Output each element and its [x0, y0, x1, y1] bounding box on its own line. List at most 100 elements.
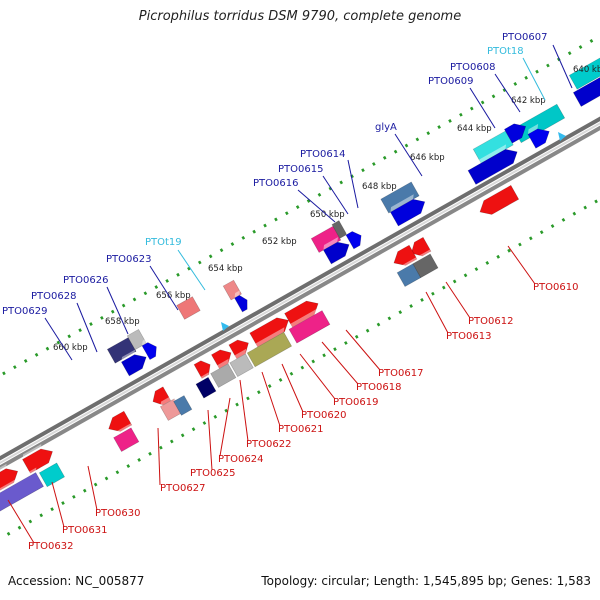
gene-upper-blue-5-body: [322, 241, 350, 265]
gene-upper-blue-7-body: [234, 294, 248, 313]
gene-lower-red-12-top: [22, 444, 42, 460]
leader-line: [347, 159, 359, 209]
gene-upper-magenta-1-body: [310, 225, 342, 253]
leader-line: [507, 245, 536, 285]
gene-lower-red-5-top: [249, 312, 278, 334]
kbp-tick-label: 660 kbp: [53, 343, 88, 353]
kbp-tick-label: 648 kbp: [362, 182, 397, 192]
gene-lower-red-8-top: [194, 355, 202, 365]
gene-label-lower: PTO0613: [446, 331, 491, 342]
gene-lower-magenta-1-body: [288, 310, 331, 344]
kbp-tick-label: 644 kbp: [457, 124, 492, 134]
gene-lower-cyan-1: [38, 457, 65, 488]
gene-lower-cyan-1-top: [39, 457, 58, 473]
leader-line: [177, 249, 206, 291]
gene-lower-red-8-body: [193, 360, 211, 379]
accession-label: Accession: NC_005877: [8, 574, 145, 588]
leader-line: [345, 329, 381, 371]
gene-upper-cyan-3: [568, 53, 600, 90]
gene-upper-steel-1-body: [380, 181, 420, 214]
kbp-tick-label: 640 kbp: [573, 65, 600, 75]
gene-label-lower: PTO0621: [278, 424, 323, 435]
gene-label-lower: PTO0630: [95, 508, 140, 519]
gene-upper-gray-2: [126, 324, 147, 351]
leader-line: [281, 363, 304, 413]
gene-lower-navy-1: [195, 372, 217, 399]
leader-line: [394, 133, 423, 177]
rna-marker: [558, 132, 566, 141]
gene-upper-gray-1: [331, 215, 348, 239]
gene-label-upper: PTO0607: [502, 32, 547, 43]
gene-label-upper: PTO0628: [31, 291, 76, 302]
gene-upper-blue-6: [345, 226, 362, 250]
gene-upper-pink-2: [176, 291, 201, 320]
gene-lower-purple-1: [0, 467, 44, 512]
gene-lower-red-9: [149, 381, 172, 406]
gene-lower-gray-2-top: [229, 348, 247, 363]
gene-lower-steel-1: [396, 258, 422, 287]
rna-marker: [221, 322, 229, 331]
gene-upper-blue-10-body: [572, 77, 600, 107]
leader-line: [522, 57, 546, 101]
gene-lower-red-1: [476, 180, 520, 215]
gene-upper-navy-1-body: [106, 337, 137, 364]
gene-upper-gray-1-top: [331, 215, 340, 225]
gene-lower-red-4-top: [284, 296, 307, 314]
leader-line: [44, 317, 73, 361]
leader-line: [469, 87, 496, 129]
gene-lower-red-3: [389, 240, 418, 266]
gene-label-upper: PTO0626: [63, 275, 108, 286]
backbone-lower: [0, 125, 600, 470]
gene-upper-gray-2-body: [126, 328, 147, 351]
gene-upper-blue-4: [390, 194, 426, 227]
gene-lower-red-10-top: [104, 406, 125, 422]
gene-upper-steel-1-top: [380, 176, 412, 200]
gene-lower-red-10: [104, 406, 133, 432]
gene-upper-blue-2-body: [467, 148, 518, 185]
gene-label-upper: PTOt19: [145, 237, 182, 248]
gene-lower-red-1-body: [479, 184, 520, 215]
gene-upper-pink-1-body: [222, 279, 242, 301]
gene-lower-red-1-top: [476, 180, 512, 205]
gene-lower-magenta-1-top: [288, 305, 323, 330]
gene-label-lower: PTO0631: [62, 525, 107, 536]
gene-upper-blue-1-body: [503, 123, 527, 144]
gene-label-upper: PTO0614: [300, 149, 345, 160]
kbp-tick-label: 642 kbp: [511, 96, 546, 106]
gene-upper-blue-5-top: [323, 237, 338, 250]
gene-upper-pink-1: [222, 275, 242, 301]
gene-lower-red-12-body: [22, 448, 53, 474]
gene-lower-pink-1-top: [160, 393, 175, 407]
backbone-upper: [0, 116, 600, 461]
leader-line: [299, 353, 336, 400]
gene-lower-red-9-top: [149, 381, 164, 395]
leader-line: [445, 281, 471, 319]
gene-upper-blue-1-top: [504, 118, 515, 130]
gene-upper-blue-9-top: [142, 337, 149, 346]
gene-lower-purple-1-top: [0, 467, 37, 493]
leader-line: [87, 465, 98, 511]
gene-lower-red-6: [228, 335, 249, 360]
gene-upper-blue-8: [120, 349, 147, 377]
genome-summary: Topology: circular; Length: 1,545,895 bp…: [261, 574, 591, 588]
leader-line: [7, 499, 35, 544]
gene-label-lower: PTO0624: [218, 454, 263, 465]
leader-line: [321, 341, 359, 385]
gene-lower-red-2-top: [407, 232, 424, 247]
leader-line: [51, 481, 65, 528]
gene-lower-cyan-1-body: [38, 462, 65, 488]
gene-lower-red-3-body: [393, 244, 418, 266]
gene-upper-gray-1-body: [331, 220, 348, 239]
gene-lower-magenta-2: [113, 422, 140, 452]
lower-dotted-track: [0, 197, 600, 541]
upper-dotted-track: [0, 34, 600, 378]
leader-line: [494, 73, 521, 113]
gene-lower-gray-3-top: [210, 358, 229, 374]
gene-lower-steel-2-body: [173, 395, 193, 416]
gene-lower-navy-1-body: [195, 376, 217, 399]
gene-lower-steel-1-body: [396, 263, 422, 287]
gene-lower-red-4: [284, 296, 319, 328]
gene-lower-gray-1: [412, 248, 439, 279]
gene-lower-olive-1-body: [246, 331, 293, 368]
